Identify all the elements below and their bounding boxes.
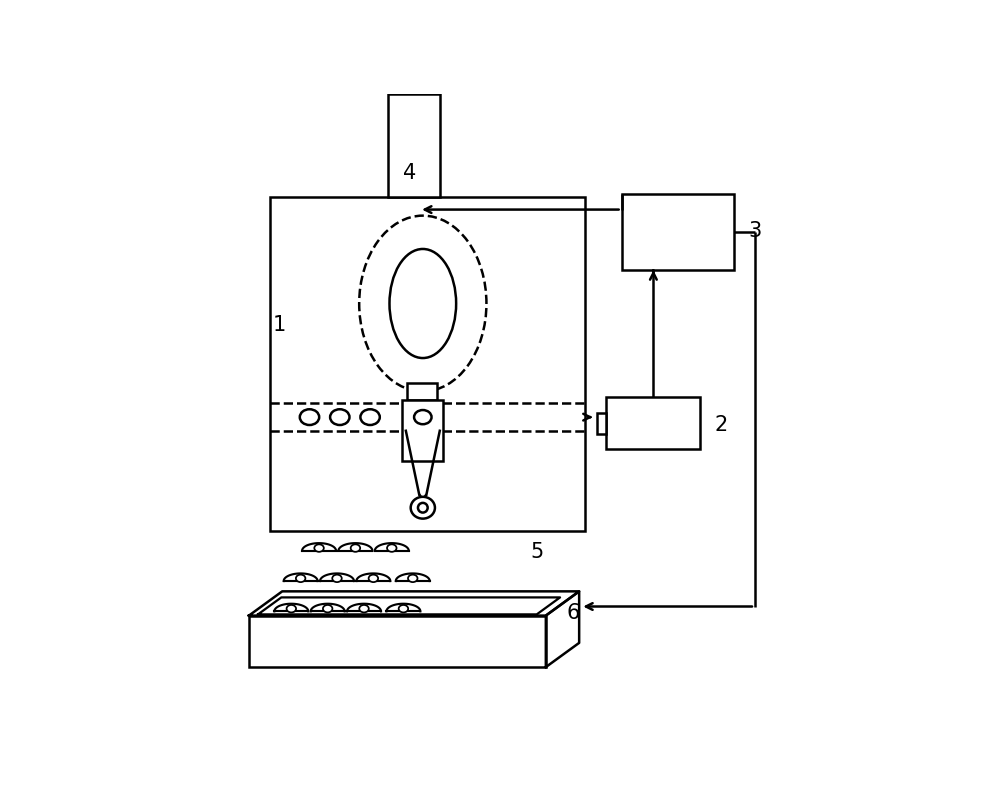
- Bar: [597, 412, 606, 434]
- Ellipse shape: [360, 409, 380, 425]
- Ellipse shape: [411, 497, 435, 519]
- Ellipse shape: [389, 249, 456, 358]
- Ellipse shape: [323, 605, 332, 612]
- Ellipse shape: [332, 575, 342, 582]
- Ellipse shape: [414, 410, 432, 424]
- Ellipse shape: [300, 409, 319, 425]
- Text: 3: 3: [748, 221, 762, 241]
- Bar: [388, 94, 440, 198]
- Ellipse shape: [387, 545, 397, 552]
- Bar: [622, 194, 734, 270]
- Ellipse shape: [351, 545, 360, 552]
- Bar: [249, 615, 546, 667]
- Bar: [407, 383, 437, 401]
- Ellipse shape: [314, 545, 324, 552]
- Ellipse shape: [418, 503, 428, 512]
- Ellipse shape: [296, 575, 305, 582]
- Ellipse shape: [330, 409, 349, 425]
- Text: 2: 2: [715, 415, 728, 434]
- Ellipse shape: [399, 605, 408, 612]
- Text: 4: 4: [403, 163, 416, 183]
- Bar: [270, 198, 585, 530]
- Ellipse shape: [359, 605, 369, 612]
- Ellipse shape: [369, 575, 378, 582]
- Bar: [402, 401, 443, 461]
- Text: 5: 5: [530, 542, 543, 562]
- Bar: [606, 397, 700, 449]
- Ellipse shape: [408, 575, 418, 582]
- Ellipse shape: [287, 605, 296, 612]
- Text: 6: 6: [566, 603, 580, 623]
- Text: 1: 1: [273, 315, 286, 334]
